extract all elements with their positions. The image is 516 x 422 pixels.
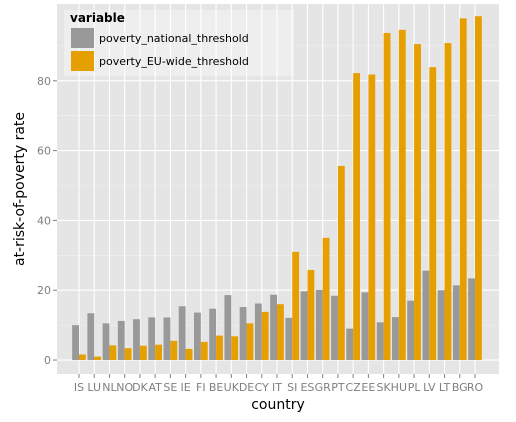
y-tick-label: 0 [44,354,51,367]
bar-eu-bg [459,18,467,361]
bar-eu-lv [429,67,437,361]
x-tick-label-be: BE [209,381,224,394]
bar-national-cy [254,303,262,361]
bar-national-ee [361,292,369,361]
x-tick-label-se: SE [163,381,177,394]
bar-eu-se [170,340,178,361]
bar-national-sk [376,322,384,361]
legend-title: variable [70,11,125,25]
y-tick-label: 20 [37,284,51,297]
bar-eu-nl [109,345,117,361]
x-tick-label-it: IT [272,381,282,394]
bar-eu-hu [398,29,406,361]
bar-national-nl [102,323,110,361]
bar-national-se [163,317,171,361]
x-tick-label-nl: NL [102,381,117,394]
y-axis-title: at-risk-of-poverty rate [12,112,28,266]
x-tick-label-fi: FI [196,381,206,394]
bar-national-fi [193,312,201,361]
bar-eu-lu [94,356,102,361]
x-tick-label-no: NO [116,381,133,394]
bar-eu-cz [353,73,361,361]
bar-eu-dk [139,345,147,361]
bar-national-pt [331,295,338,361]
bar-eu-fi [200,341,208,361]
x-tick-label-uk: UK [224,381,240,394]
x-tick-label-lt: LT [439,381,451,394]
legend-box [64,10,294,76]
legend-label-national: poverty_national_threshold [99,32,249,45]
bar-national-be [209,308,217,361]
x-tick-label-is: IS [74,381,84,394]
x-tick-label-cz: CZ [346,381,362,394]
x-tick-label-at: AT [148,381,162,394]
bar-eu-at [155,344,163,361]
bar-eu-de [246,323,254,361]
bar-national-is [72,325,79,361]
bar-eu-es [307,269,315,361]
x-tick-label-lv: LV [423,381,436,394]
y-tick-label: 40 [37,214,51,227]
legend-key-national [71,28,94,48]
bar-national-no [117,320,125,361]
bar-eu-gr [322,237,330,361]
bar-eu-si [292,251,300,361]
x-tick-label-pt: PT [331,381,345,394]
y-axis-ticks: 0 20 40 60 80 [37,75,57,367]
legend: variable poverty_national_threshold pove… [64,10,294,76]
bar-eu-lt [444,43,452,361]
x-tick-label-si: SI [287,381,297,394]
bar-eu-ie [185,348,193,361]
x-tick-label-ie: IE [181,381,191,394]
bar-eu-it [277,304,284,361]
legend-label-eu: poverty_EU-wide_threshold [99,55,249,68]
x-tick-label-gr: GR [315,381,332,394]
x-tick-label-es: ES [300,381,314,394]
bar-national-gr [315,289,323,361]
bar-national-es [300,291,308,361]
bars [72,16,482,361]
bar-eu-no [124,348,132,361]
bar-eu-sk [383,32,391,361]
x-tick-label-bg: BG [452,381,468,394]
x-tick-label-cy: CY [255,381,269,394]
bar-national-hu [391,317,399,361]
bar-eu-uk [231,336,239,361]
x-tick-label-ee: EE [361,381,375,394]
bar-national-de [239,306,247,361]
x-tick-label-ro: RO [467,381,484,394]
x-axis-title: country [251,397,305,413]
bar-national-cz [346,328,354,361]
bar-national-ie [178,306,186,361]
bar-eu-ro [475,16,482,361]
bar-national-lt [437,290,445,361]
y-tick-label: 60 [37,145,51,158]
x-tick-label-dk: DK [132,381,148,394]
bar-national-pl [407,300,415,361]
bar-national-ro [468,278,475,361]
bar-eu-ee [368,74,376,361]
bar-national-lu [87,313,95,361]
bar-national-at [148,317,156,361]
bar-national-si [285,317,293,361]
legend-key-eu [71,51,94,71]
x-tick-label-sk: SK [377,381,392,394]
bar-national-dk [133,319,140,361]
bar-national-bg [452,285,460,361]
bar-eu-cy [261,311,269,361]
bar-national-lv [422,270,430,361]
bar-national-uk [224,295,232,361]
x-tick-label-de: DE [239,381,254,394]
bar-eu-be [216,335,223,361]
bar-national-it [270,294,277,361]
x-tick-label-pl: PL [408,381,422,394]
x-tick-label-lu: LU [87,381,101,394]
bar-eu-pt [337,165,345,361]
x-tick-label-hu: HU [391,381,407,394]
bar-eu-pl [414,44,421,361]
y-tick-label: 80 [37,75,51,88]
bar-eu-is [79,354,86,361]
